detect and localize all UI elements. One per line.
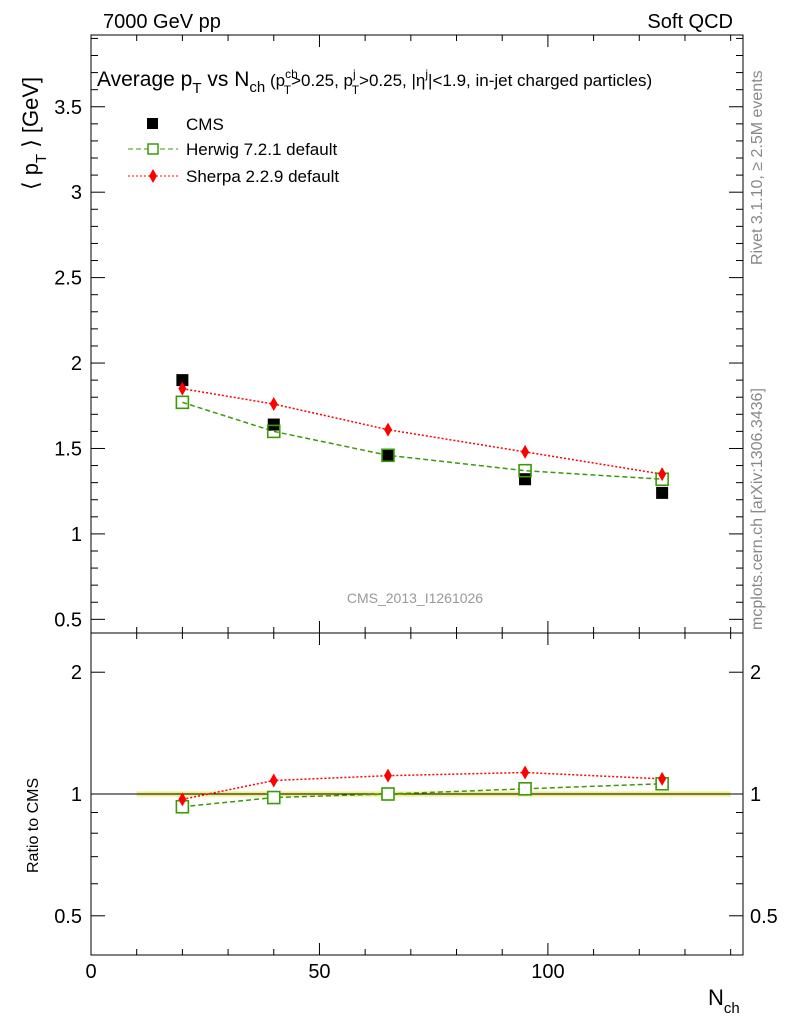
herwig-point [175, 395, 190, 410]
ratio-y-tick-label-right: 0.5 [750, 906, 778, 928]
sherpa-ratio-point [269, 773, 278, 788]
herwig-point [266, 424, 281, 439]
legend: CMS Herwig 7.2.1 default Sherpa 2.2.9 de… [128, 115, 339, 186]
analysis-id: CMS_2013_I1261026 [347, 590, 483, 606]
sherpa-ratio-point [521, 765, 530, 780]
y-tick-label: 2.5 [54, 268, 82, 290]
sherpa-ratio-point [383, 768, 392, 783]
herwig-point [381, 448, 395, 463]
cms-point [267, 418, 280, 431]
herwig-ratio-point [381, 787, 395, 801]
y-tick-label: 1 [71, 524, 82, 546]
sherpa-ratio-point [658, 771, 667, 786]
x-tick-label: 100 [531, 961, 564, 983]
cms-point [519, 473, 532, 486]
y-tick-label: 3 [71, 182, 82, 204]
sherpa-point [383, 422, 392, 437]
x-tick-label: 0 [85, 961, 96, 983]
cms-point [656, 486, 669, 499]
ratio-y-tick-label-right: 1 [750, 784, 761, 806]
sherpa-line [182, 387, 663, 475]
ratio-frame [90, 632, 744, 956]
legend-cms-marker [147, 118, 158, 129]
y-tick-label: 0.5 [54, 609, 82, 631]
ratio-y-tick-label: 2 [71, 662, 82, 684]
y-axis-label: ⟨ pT ⟩ [GeV] [18, 77, 50, 190]
legend-cms-label: CMS [186, 115, 224, 134]
ratio-y-tick-label: 1 [71, 784, 82, 806]
ratio-y-tick-label-right: 2 [750, 662, 761, 684]
sherpa-ratio-point [178, 792, 187, 807]
herwig-point [518, 463, 532, 478]
sherpa-point [521, 444, 530, 459]
y-tick-label: 2 [71, 353, 82, 375]
legend-herwig-label: Herwig 7.2.1 default [186, 140, 337, 159]
sherpa-point [658, 467, 667, 482]
mcplots-ref: mcplots.cern.ch [arXiv:1306.3436] [749, 388, 766, 630]
plot-title: Average pT vs Nch (pch T>0.25, pj T>0.25, … [97, 67, 652, 97]
main-panel: 0.5 1 1.5 2 2.5 3 3.5 [54, 35, 743, 633]
ratio-y-tick-label: 0.5 [54, 906, 82, 928]
sherpa-point [178, 381, 187, 396]
x-axis-label: Nch [708, 985, 740, 1017]
rivet-version: Rivet 3.1.10, ≥ 2.5M events [749, 70, 766, 265]
cms-point [176, 374, 189, 387]
y-tick-label: 3.5 [54, 97, 82, 119]
ratio-axis-label: Ratio to CMS [25, 778, 42, 873]
header-right: Soft QCD [647, 11, 733, 33]
herwig-line [182, 401, 663, 480]
sherpa-point [269, 397, 278, 412]
legend-sherpa-marker [149, 169, 157, 183]
y-tick-label: 1.5 [54, 438, 82, 460]
herwig-ratio-point [518, 782, 532, 796]
header-left: 7000 GeV pp [103, 11, 221, 33]
ratio-panel: 0 50 100 0.5 0.5 1 1 2 2 [54, 633, 778, 983]
cms-point [381, 449, 394, 462]
legend-sherpa-label: Sherpa 2.2.9 default [186, 167, 339, 186]
herwig-ratio-point [266, 790, 281, 805]
legend-herwig-marker [147, 143, 159, 155]
x-tick-label: 50 [308, 961, 330, 983]
